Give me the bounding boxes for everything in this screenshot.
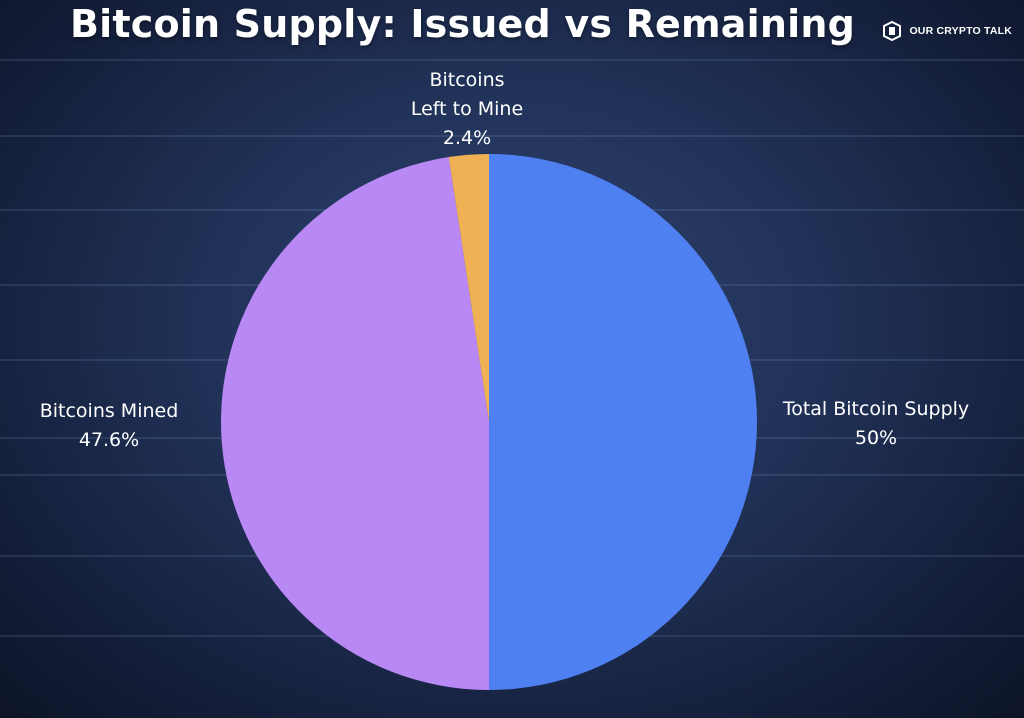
pie-slice-bitcoins-mined — [221, 157, 489, 691]
slice-label-bitcoins-left-to-mine: Bitcoins Left to Mine 2.4% — [411, 69, 523, 149]
pie-slices — [221, 154, 757, 691]
pie-slice-bitcoins-left-to-mine — [448, 154, 489, 422]
slice-label-line: 47.6% — [79, 429, 139, 451]
slice-label-line: Total Bitcoin Supply — [782, 398, 969, 420]
slice-label-line: Left to Mine — [411, 98, 523, 120]
slice-label-total-bitcoin-supply: Total Bitcoin Supply 50% — [782, 398, 969, 449]
pie-slice-total-bitcoin-supply — [489, 154, 757, 690]
brand-name: OUR CRYPTO TALK — [909, 25, 1012, 37]
slice-label-bitcoins-mined: Bitcoins Mined 47.6% — [40, 400, 179, 451]
slice-label-line: 2.4% — [443, 127, 491, 149]
pie-labels: Total Bitcoin Supply 50% Bitcoins Mined 47.… — [40, 69, 969, 451]
our-crypto-talk-logo-icon — [883, 20, 902, 42]
slice-label-line: Bitcoins — [429, 69, 504, 91]
slice-label-line: 50% — [855, 427, 897, 449]
chart-title: Bitcoin Supply: Issued vs Remaining — [69, 2, 856, 46]
brand-watermark: OUR CRYPTO TALK — [881, 20, 1012, 42]
slice-label-line: Bitcoins Mined — [40, 400, 179, 422]
